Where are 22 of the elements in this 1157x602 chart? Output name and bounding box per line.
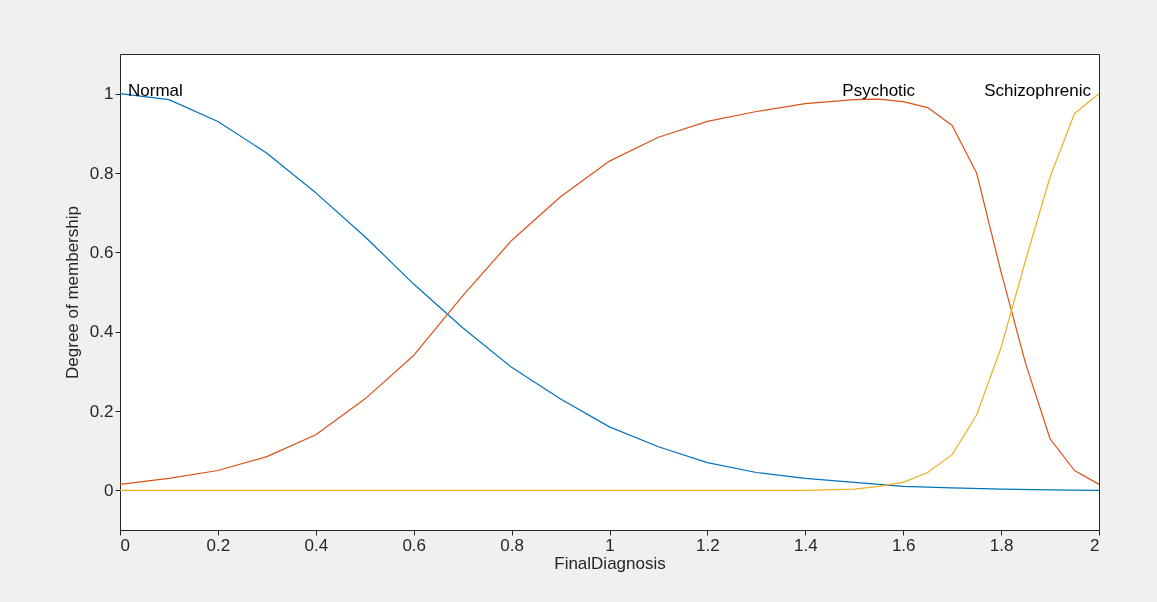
x-tick-label: 1.4 [793,535,818,555]
x-tick-label: 0.4 [304,535,329,555]
x-axis-title: FinalDiagnosis [554,553,666,573]
y-tick-label: 0.8 [89,163,114,183]
x-tick-label: 1 [605,535,615,555]
series-label: Psychotic [842,81,916,100]
x-tick-label: 0.6 [402,535,427,555]
y-tick-label: 0 [104,480,114,500]
x-tick-label: 0.8 [500,535,524,555]
series-label: Normal [128,81,183,100]
x-tick-label: 1.8 [989,535,1014,555]
x-tick-label: 1.2 [696,535,720,555]
y-tick-label: 0.4 [89,322,114,342]
y-tick-label: 1 [104,84,114,104]
x-tick-label: 2 [1090,535,1100,555]
y-tick-label: 0.6 [89,242,114,262]
x-tick-label: 0 [120,535,130,555]
x-tick-label: 0.2 [206,535,231,555]
series-label: Schizophrenic [984,81,1092,100]
y-axis-title: Degree of membership [62,206,82,379]
y-tick-label: 0.2 [89,401,114,421]
x-tick-label: 1.6 [891,535,916,555]
